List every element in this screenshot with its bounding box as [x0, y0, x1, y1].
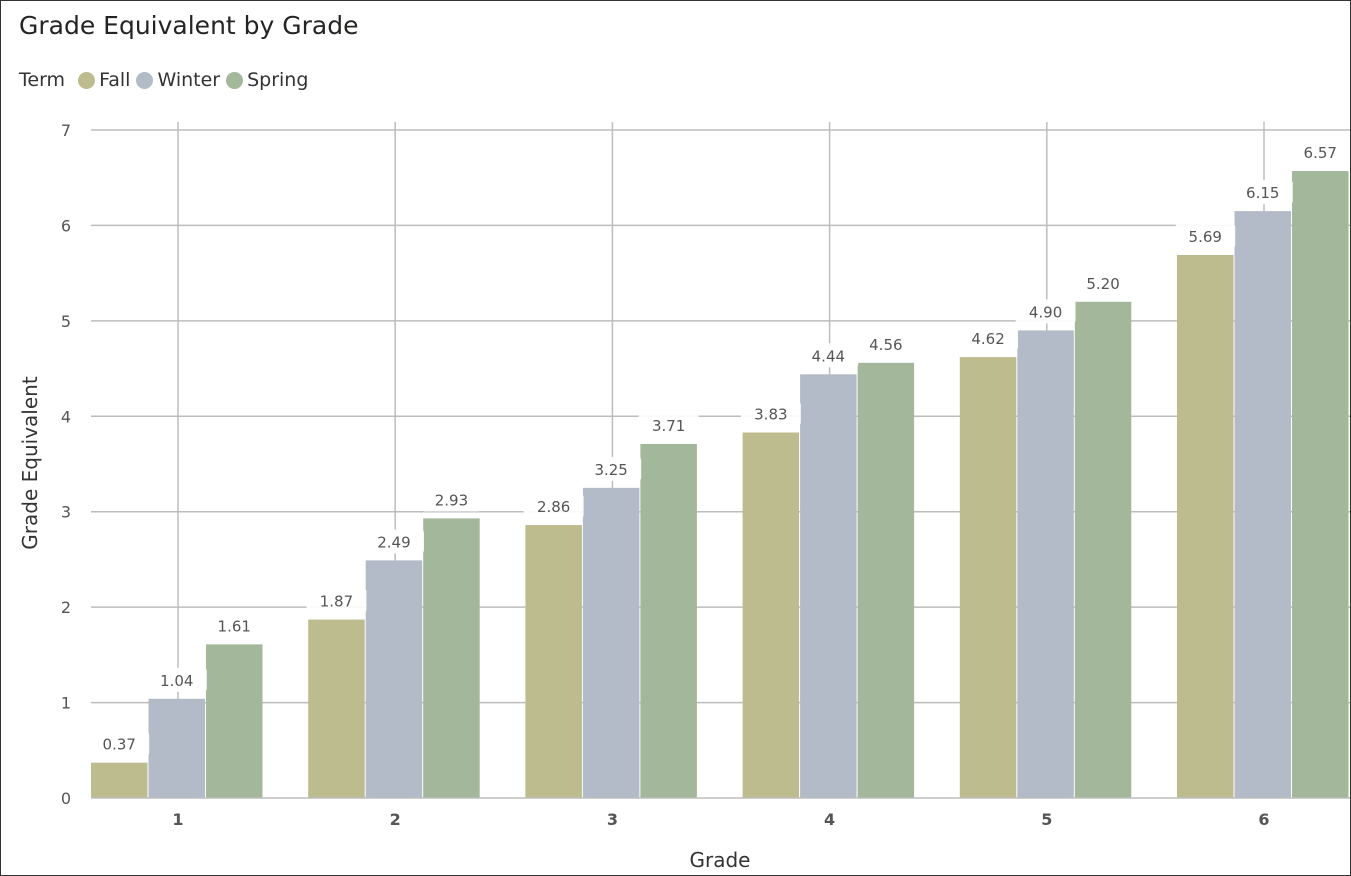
- data-label-background: [421, 487, 482, 512]
- bar-winter-grade-4[interactable]: [800, 374, 857, 798]
- bar-spring-grade-4[interactable]: [857, 362, 915, 798]
- data-label-background: [638, 412, 699, 437]
- legend-dot-spring: [226, 71, 244, 89]
- legend-label-winter: Winter: [157, 69, 221, 91]
- data-labels: 0.37 1.04 1.61 1.87 2.49 2.93 2.86 3.25 3.71 3.83…: [89, 140, 1350, 756]
- y-tick-label: 4: [61, 407, 71, 426]
- legend-item-winter[interactable]: Winter: [136, 69, 220, 91]
- data-label-fall-grade-5: 4.62: [971, 330, 1004, 348]
- y-tick-label: 1: [61, 694, 71, 713]
- data-label-spring-grade-3: 3.71: [652, 417, 685, 435]
- data-label-fall-grade-2: 1.87: [320, 593, 353, 611]
- data-label-spring-grade-5: 5.20: [1086, 275, 1119, 293]
- y-tick-label: 6: [61, 216, 71, 235]
- x-tick-label: 1: [172, 810, 183, 829]
- data-label-fall-grade-6: 5.69: [1189, 228, 1222, 246]
- data-label-background: [306, 588, 367, 613]
- legend-title: Term: [19, 69, 66, 91]
- data-label-fall-grade-1: 0.37: [103, 736, 136, 754]
- bar-spring-grade-2[interactable]: [423, 518, 480, 798]
- data-label-spring-grade-1: 1.61: [218, 617, 251, 635]
- y-tick-label: 7: [61, 121, 71, 140]
- x-tick-label: 2: [390, 810, 401, 829]
- x-axis-title: Grade: [690, 848, 751, 872]
- legend-label-fall: Fall: [99, 69, 131, 91]
- legend-dot-fall: [78, 71, 96, 89]
- bar-spring-grade-5[interactable]: [1074, 301, 1132, 798]
- data-label-background: [1073, 270, 1134, 295]
- data-label-background: [1175, 224, 1236, 249]
- data-label-background: [146, 667, 207, 692]
- data-label-background: [958, 326, 1019, 351]
- bar-winter-grade-2[interactable]: [365, 560, 423, 798]
- data-label-winter-grade-3: 3.25: [594, 461, 627, 479]
- bar-winter-grade-3[interactable]: [582, 487, 640, 798]
- data-label-background: [1290, 140, 1350, 165]
- bars: [91, 171, 1349, 799]
- bar-fall-grade-6[interactable]: [1177, 255, 1234, 799]
- bar-spring-grade-3[interactable]: [640, 443, 697, 798]
- data-label-winter-grade-2: 2.49: [377, 533, 410, 551]
- data-label-background: [89, 731, 150, 756]
- legend: Term Fall Winter Spring: [19, 69, 314, 91]
- y-tick-label: 3: [61, 503, 71, 522]
- data-label-background: [1232, 180, 1293, 205]
- bar-winter-grade-1[interactable]: [148, 698, 206, 798]
- bar-winter-grade-6[interactable]: [1234, 211, 1292, 799]
- bar-fall-grade-3[interactable]: [525, 525, 582, 798]
- data-label-background: [363, 529, 424, 554]
- data-label-background: [523, 494, 584, 519]
- x-tick-label: 3: [607, 810, 618, 829]
- data-label-background: [204, 613, 265, 638]
- bar-fall-grade-2[interactable]: [308, 619, 365, 798]
- grid: [91, 122, 1350, 798]
- x-tick-label: 4: [824, 810, 835, 829]
- data-label-fall-grade-3: 2.86: [537, 498, 570, 516]
- axes: 0 1 2 3 4 5 6 7 1 2 3 4 5 6 Grade Grade Equivalent: [18, 121, 1350, 872]
- data-label-winter-grade-6: 6.15: [1246, 184, 1279, 202]
- data-label-background: [798, 343, 859, 368]
- bar-fall-grade-1[interactable]: [91, 762, 148, 798]
- y-axis-title: Grade Equivalent: [18, 376, 42, 550]
- chart-title: Grade Equivalent by Grade: [19, 11, 359, 40]
- legend-dot-winter: [136, 71, 154, 89]
- data-label-spring-grade-6: 6.57: [1304, 144, 1337, 162]
- data-label-background: [581, 456, 642, 481]
- data-label-winter-grade-4: 4.44: [812, 347, 845, 365]
- y-tick-label: 0: [61, 789, 71, 808]
- data-label-fall-grade-4: 3.83: [754, 406, 787, 424]
- x-tick-label: 5: [1041, 810, 1052, 829]
- data-label-spring-grade-4: 4.56: [869, 336, 902, 354]
- bar-spring-grade-1[interactable]: [206, 644, 263, 798]
- data-label-background: [740, 401, 801, 426]
- y-tick-label: 5: [61, 312, 71, 331]
- data-label-spring-grade-2: 2.93: [435, 491, 468, 509]
- legend-label-spring: Spring: [247, 69, 309, 91]
- y-tick-label: 2: [61, 598, 71, 617]
- data-label-winter-grade-5: 4.90: [1029, 303, 1062, 321]
- data-label-background: [855, 331, 916, 356]
- bar-winter-grade-5[interactable]: [1017, 330, 1074, 798]
- legend-item-spring[interactable]: Spring: [226, 69, 308, 91]
- bar-fall-grade-4[interactable]: [742, 432, 800, 798]
- x-tick-label: 6: [1258, 810, 1269, 829]
- bar-spring-grade-6[interactable]: [1292, 171, 1349, 798]
- bar-fall-grade-5[interactable]: [959, 357, 1017, 798]
- data-label-background: [1015, 299, 1076, 324]
- data-label-winter-grade-1: 1.04: [160, 672, 193, 690]
- legend-item-fall[interactable]: Fall: [78, 69, 130, 91]
